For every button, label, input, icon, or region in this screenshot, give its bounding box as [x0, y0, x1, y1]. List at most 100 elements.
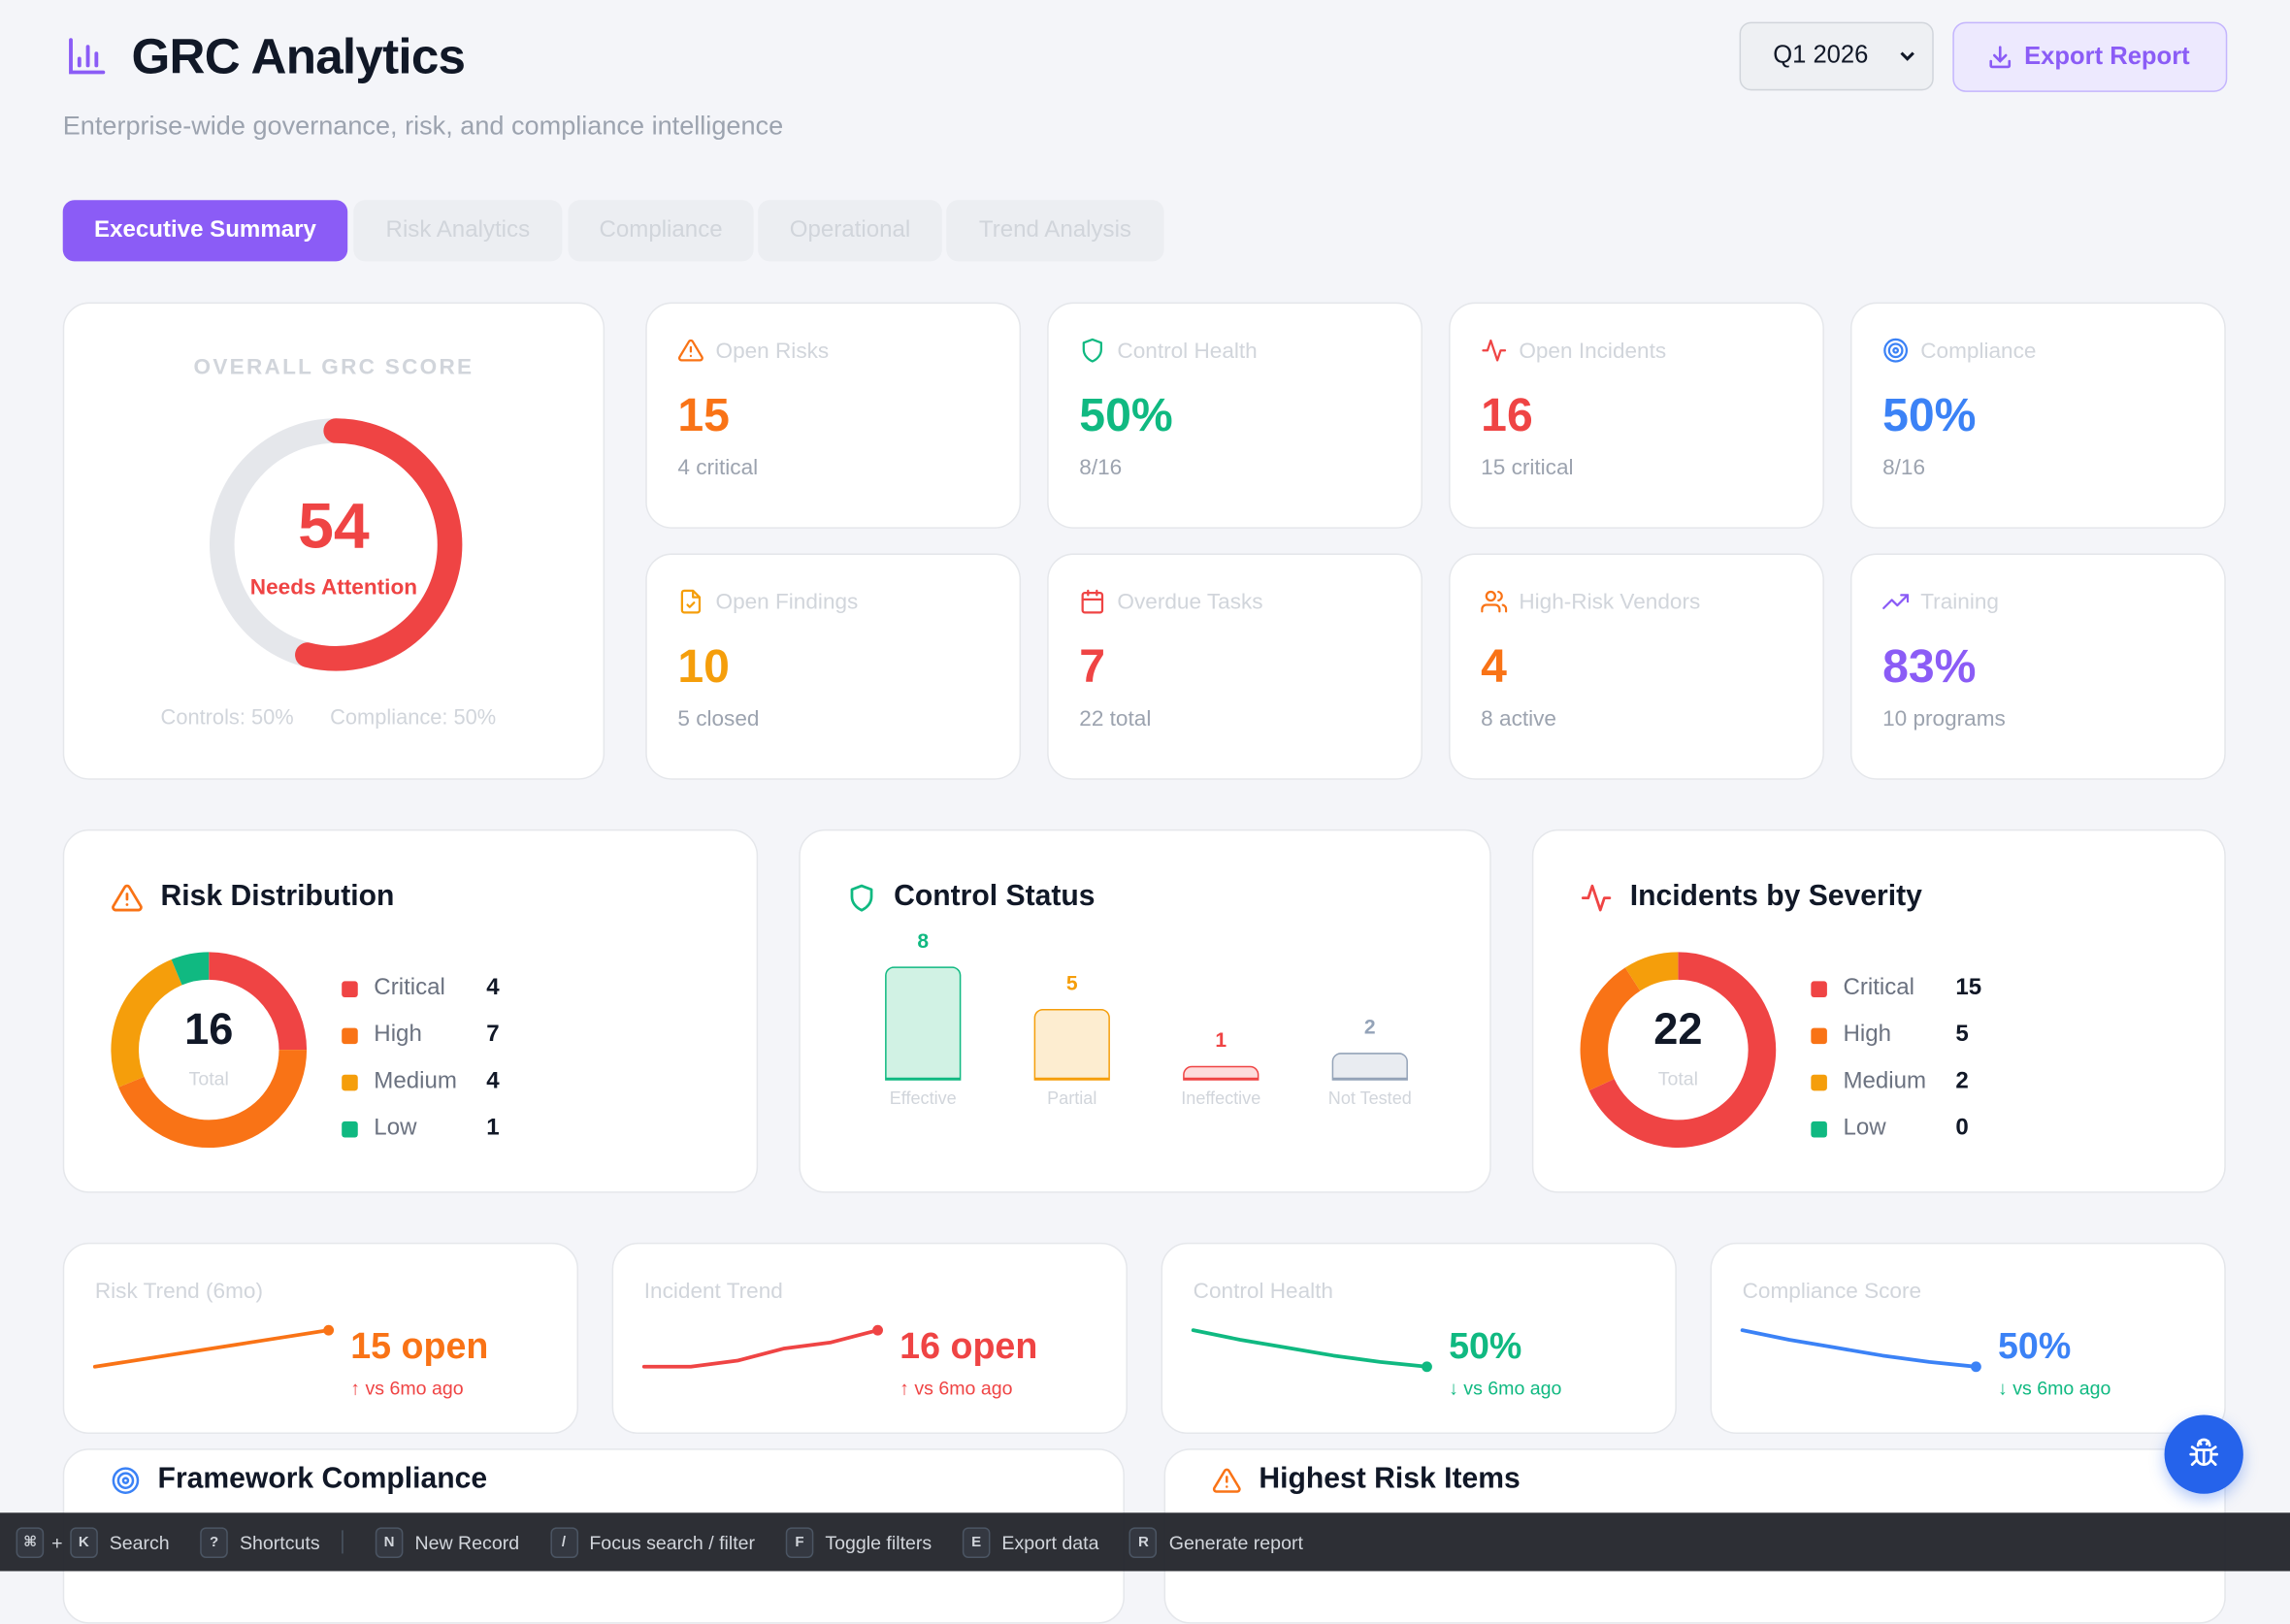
trend-title: Control Health — [1193, 1279, 1334, 1305]
risk-distribution-panel: Risk Distribution 16 Total Critical 4 High 7… — [62, 828, 759, 1193]
shortcut-label: Focus search / filter — [589, 1531, 756, 1553]
legend-swatch — [342, 980, 358, 997]
shield-icon — [1082, 338, 1102, 363]
kpi-card-open-risks[interactable]: Open Risks 15 4 critical — [645, 302, 1022, 529]
shortcut-generate-report[interactable]: R Generate report — [1129, 1526, 1303, 1558]
donut-slice-critical — [1588, 952, 1777, 1148]
period-select[interactable]: Q1 2026 — [1739, 21, 1934, 91]
target-icon — [1883, 338, 1909, 363]
legend-value: 7 — [486, 1022, 500, 1048]
kpi-card-control-health[interactable]: Control Health 50% 8/16 — [1047, 302, 1423, 529]
kpi-card-training[interactable]: Training 83% 10 programs — [1849, 553, 2226, 780]
legend-swatch — [342, 1074, 358, 1090]
trend-value: 50% — [1997, 1325, 2072, 1367]
kpi-card-high-risk-vendors[interactable]: High-Risk Vendors 4 8 active — [1449, 553, 1824, 780]
legend-item-medium: Medium 2 — [1811, 1058, 1981, 1105]
legend-item-low: Low 0 — [1811, 1105, 1981, 1152]
kpi-card-compliance[interactable]: Compliance 50% 8/16 — [1849, 302, 2226, 529]
shortcut-export-data[interactable]: E Export data — [962, 1526, 1099, 1558]
incident-donut — [1580, 952, 1777, 1148]
export-report-button[interactable]: Export Report — [1952, 21, 2228, 92]
kpi-header: Open Risks — [677, 338, 829, 364]
kpi-card-open-findings[interactable]: Open Findings 10 5 closed — [645, 553, 1022, 780]
kpi-label: High-Risk Vendors — [1519, 589, 1701, 614]
tab-risk-analytics[interactable]: Risk Analytics — [353, 200, 563, 262]
alert-triangle-icon — [678, 339, 703, 362]
shortcut-new-record[interactable]: N New Record — [375, 1526, 520, 1558]
shortcut-key: / — [549, 1526, 578, 1558]
trend-card-risk-trend-6mo[interactable]: Risk Trend (6mo) 15 open ↑ vs 6mo ago — [62, 1242, 579, 1435]
tab-compliance[interactable]: Compliance — [568, 200, 754, 262]
bar-category-label: Partial — [1047, 1088, 1097, 1109]
page-subtitle: Enterprise-wide governance, risk, and co… — [62, 111, 784, 141]
donut-slice-critical — [208, 952, 308, 1051]
trend-card-compliance-score[interactable]: Compliance Score 50% ↓ vs 6mo ago — [1710, 1242, 2226, 1435]
legend-swatch — [342, 1121, 358, 1137]
report-bug-button[interactable] — [2164, 1414, 2243, 1494]
bar-value-label: 1 — [1215, 1027, 1227, 1052]
key-k: K — [70, 1526, 98, 1558]
kpi-card-overdue-tasks[interactable]: Overdue Tasks 7 22 total — [1047, 553, 1423, 780]
period-value: Q1 2026 — [1773, 41, 1869, 69]
legend-swatch — [342, 1026, 358, 1044]
kpi-subtext: 10 programs — [1882, 706, 2006, 732]
keyboard-shortcuts-bar: ⌘ + K Search ? Shortcuts N New Record / Foc… — [0, 1512, 2290, 1572]
kpi-label: Open Findings — [715, 589, 859, 614]
bug-icon — [2189, 1438, 2219, 1466]
incidents-severity-panel: Incidents by Severity 22 Total Critical 15… — [1531, 828, 2226, 1193]
kpi-value: 50% — [1882, 388, 1977, 441]
kpi-label: Training — [1920, 589, 1999, 614]
key-question: ? — [200, 1526, 228, 1558]
donut-total-label: Total — [188, 1067, 229, 1089]
legend-swatch — [1811, 1026, 1827, 1044]
legend-value: 0 — [1955, 1115, 1969, 1141]
shield-icon — [850, 883, 873, 911]
tab-executive-summary[interactable]: Executive Summary — [62, 200, 348, 262]
kpi-header: High-Risk Vendors — [1481, 589, 1700, 615]
shortcut-label: Generate report — [1168, 1531, 1303, 1553]
legend-item-high: High 7 — [342, 1012, 500, 1058]
risk-distribution-title: Risk Distribution — [160, 880, 395, 913]
shortcut-help[interactable]: ? Shortcuts — [200, 1526, 320, 1558]
trend-card-incident-trend[interactable]: Incident Trend 16 open ↑ vs 6mo ago — [611, 1242, 1128, 1435]
shortcut-toggle-filters[interactable]: F Toggle filters — [785, 1526, 932, 1558]
kpi-subtext: 8/16 — [1079, 455, 1123, 481]
file-check-icon — [680, 589, 702, 614]
incidents-title: Incidents by Severity — [1629, 880, 1922, 913]
kpi-header: Training — [1882, 589, 1999, 615]
donut-slice-high — [118, 1049, 308, 1148]
score-status: Needs Attention — [249, 575, 418, 601]
bar-value-label: 8 — [917, 928, 930, 953]
sparkline-line — [92, 1328, 331, 1369]
sparkline-end-point — [872, 1324, 883, 1336]
kpi-label: Compliance — [1920, 338, 2037, 364]
legend-label: Low — [374, 1115, 417, 1141]
tab-operational[interactable]: Operational — [758, 200, 942, 262]
shortcut-search[interactable]: ⌘ + K Search — [16, 1526, 170, 1558]
legend-value: 15 — [1955, 975, 1982, 1001]
legend-label: Low — [1843, 1115, 1886, 1141]
sparkline — [1191, 1328, 1432, 1373]
shortcut-label: Search — [109, 1531, 170, 1553]
trend-card-control-health[interactable]: Control Health 50% ↓ vs 6mo ago — [1161, 1242, 1677, 1435]
shortcut-label: Export data — [1001, 1531, 1099, 1553]
sparkline — [641, 1324, 883, 1369]
sparkline-end-point — [1970, 1361, 1981, 1373]
key-cmd: ⌘ — [16, 1526, 45, 1558]
shortcut-focus-search-filter[interactable]: / Focus search / filter — [549, 1526, 756, 1558]
control-status-title: Control Status — [894, 880, 1096, 913]
donut-center: 22 Total — [1605, 1006, 1751, 1089]
trend-title: Risk Trend (6mo) — [94, 1279, 263, 1305]
kpi-subtext: 4 critical — [677, 455, 759, 481]
shortcut-label: New Record — [414, 1531, 520, 1553]
donut-total-label: Total — [1657, 1067, 1699, 1089]
shortcut-label: Toggle filters — [825, 1531, 932, 1553]
tab-trend-analysis[interactable]: Trend Analysis — [946, 200, 1164, 262]
kpi-card-open-incidents[interactable]: Open Incidents 16 15 critical — [1449, 302, 1824, 529]
donut-slice-medium — [1624, 952, 1679, 991]
legend-swatch — [1811, 1074, 1827, 1090]
panel-title: Highest Risk Items — [1212, 1463, 1521, 1497]
bar-value-label: 2 — [1363, 1014, 1376, 1038]
kpi-label: Control Health — [1117, 338, 1258, 364]
kpi-value: 10 — [677, 639, 730, 693]
